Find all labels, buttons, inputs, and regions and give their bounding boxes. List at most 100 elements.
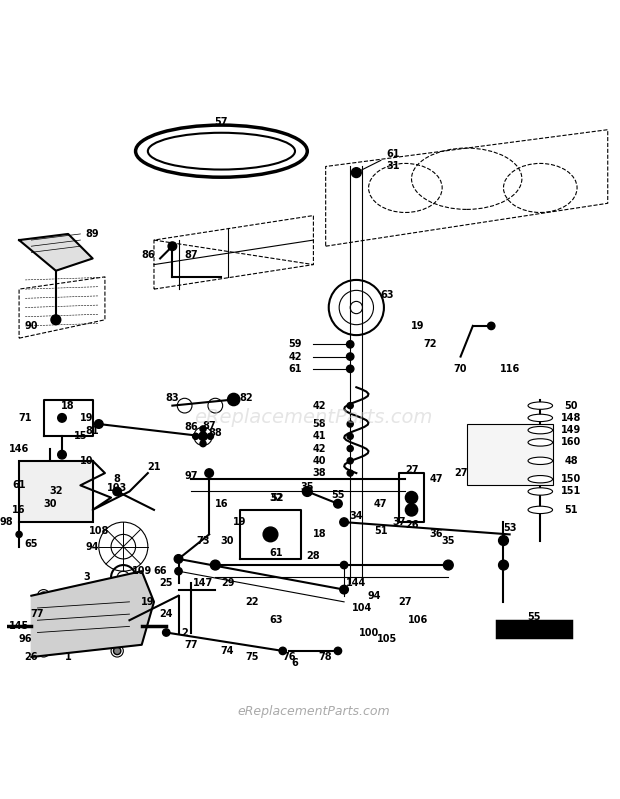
Circle shape [210, 560, 220, 570]
Text: 51: 51 [374, 527, 388, 536]
Text: 40: 40 [312, 455, 326, 466]
Circle shape [498, 535, 508, 546]
Circle shape [168, 242, 177, 251]
Text: 83: 83 [166, 392, 179, 403]
Text: 147: 147 [193, 578, 213, 588]
Text: 19: 19 [233, 517, 247, 527]
Text: eReplacementParts.com: eReplacementParts.com [194, 408, 433, 427]
Text: 105: 105 [377, 634, 397, 644]
Text: 27: 27 [405, 465, 418, 475]
Text: 86: 86 [141, 250, 154, 260]
Circle shape [347, 421, 353, 427]
Circle shape [352, 168, 361, 177]
Text: 37: 37 [392, 517, 406, 527]
Text: 59: 59 [288, 340, 302, 349]
Circle shape [94, 419, 103, 428]
Text: 72: 72 [423, 340, 436, 349]
Circle shape [279, 647, 286, 654]
Circle shape [40, 647, 47, 654]
Text: 75: 75 [246, 652, 259, 662]
Polygon shape [19, 234, 92, 271]
Text: 30: 30 [221, 535, 234, 546]
Circle shape [347, 458, 353, 464]
Text: 42: 42 [312, 443, 326, 454]
Text: 145: 145 [9, 622, 29, 631]
Text: 104: 104 [352, 603, 373, 613]
Text: 35: 35 [301, 482, 314, 491]
Circle shape [340, 586, 348, 594]
Circle shape [347, 353, 354, 360]
Text: 16: 16 [215, 499, 228, 509]
Text: 77: 77 [184, 640, 198, 650]
Circle shape [77, 500, 84, 507]
Circle shape [340, 518, 348, 527]
Text: 2: 2 [181, 627, 188, 638]
Text: 36: 36 [429, 530, 443, 539]
Text: 55: 55 [528, 611, 541, 622]
Circle shape [498, 560, 508, 570]
Text: 47: 47 [374, 499, 388, 509]
Text: 71: 71 [19, 413, 32, 423]
Circle shape [207, 433, 213, 439]
Circle shape [347, 446, 353, 451]
Circle shape [443, 560, 453, 570]
Text: 41: 41 [312, 431, 326, 441]
Text: 90: 90 [25, 321, 38, 331]
Circle shape [76, 487, 86, 496]
Text: 88: 88 [208, 427, 222, 438]
Text: 19: 19 [411, 321, 425, 331]
Circle shape [503, 461, 516, 473]
Text: 57: 57 [215, 117, 228, 127]
Circle shape [347, 403, 353, 409]
FancyBboxPatch shape [497, 622, 571, 637]
Circle shape [113, 487, 122, 495]
Circle shape [162, 629, 170, 636]
Text: 160: 160 [561, 437, 581, 447]
Text: 35: 35 [441, 535, 455, 546]
Text: 27: 27 [454, 468, 467, 478]
Text: 146: 146 [9, 443, 29, 454]
Text: 19: 19 [141, 597, 154, 607]
Text: 55: 55 [331, 490, 345, 499]
Text: 66: 66 [153, 566, 167, 576]
Text: 70: 70 [454, 364, 467, 374]
Text: 76: 76 [282, 652, 296, 662]
Text: 103: 103 [107, 483, 127, 494]
Circle shape [347, 365, 354, 372]
Text: 98: 98 [0, 517, 14, 527]
Text: 94: 94 [86, 542, 99, 551]
Text: 61: 61 [288, 364, 302, 374]
Text: 61: 61 [270, 548, 283, 558]
Text: 108: 108 [89, 526, 109, 535]
Text: 48: 48 [564, 455, 578, 466]
Text: 148: 148 [560, 413, 581, 423]
Text: 30: 30 [43, 499, 56, 509]
Text: 10: 10 [80, 455, 93, 466]
Text: 87: 87 [202, 421, 216, 431]
Text: 15: 15 [74, 431, 87, 441]
Text: 87: 87 [184, 250, 198, 260]
Text: 18: 18 [312, 530, 326, 539]
Text: 50: 50 [564, 400, 578, 411]
Text: 21: 21 [147, 462, 161, 472]
Circle shape [334, 647, 342, 654]
Text: 74: 74 [221, 646, 234, 656]
Text: 61: 61 [386, 149, 400, 159]
Circle shape [51, 315, 61, 324]
Circle shape [347, 470, 353, 476]
Circle shape [58, 414, 66, 422]
Text: 77: 77 [31, 609, 44, 619]
Circle shape [347, 340, 354, 348]
Circle shape [340, 562, 348, 569]
Text: 52: 52 [270, 493, 283, 503]
Circle shape [175, 567, 182, 574]
Text: 47: 47 [429, 475, 443, 484]
Text: 27: 27 [399, 597, 412, 607]
Text: 34: 34 [350, 511, 363, 521]
Text: 25: 25 [159, 578, 173, 588]
Circle shape [16, 531, 22, 538]
Circle shape [334, 499, 342, 508]
Text: 151: 151 [561, 487, 581, 496]
Ellipse shape [528, 439, 552, 446]
Circle shape [58, 451, 66, 459]
